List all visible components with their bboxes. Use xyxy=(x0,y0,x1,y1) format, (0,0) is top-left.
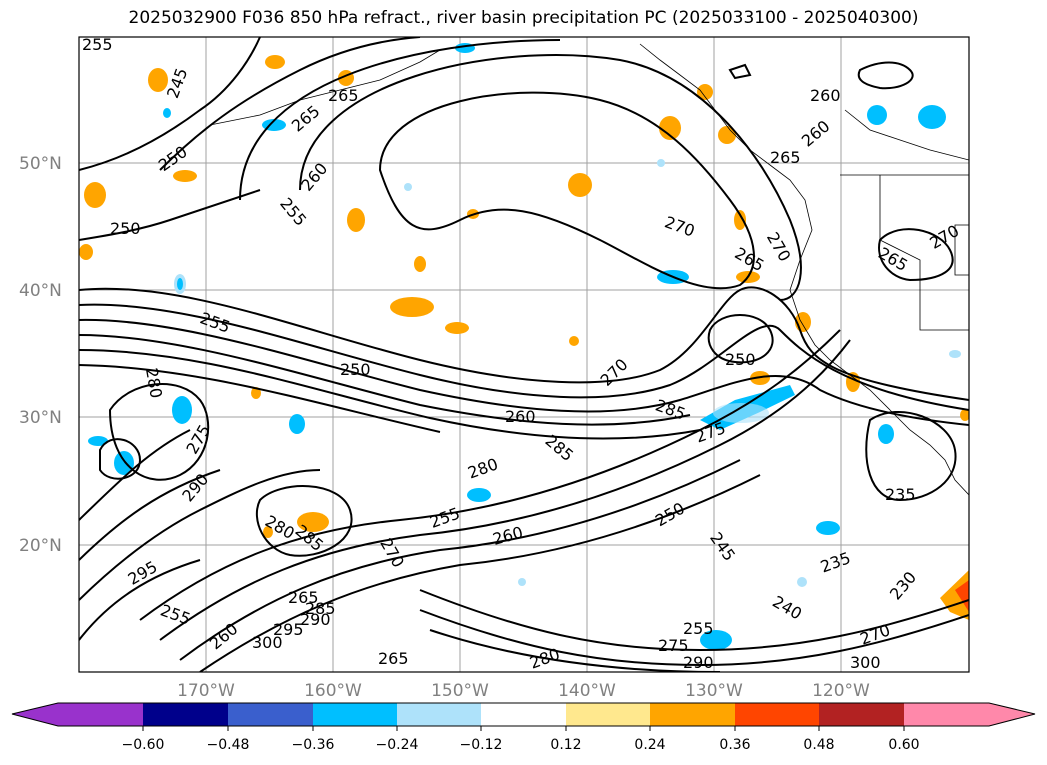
colorbar-bin xyxy=(143,703,228,726)
svg-text:20°N: 20°N xyxy=(19,536,62,556)
colorbar-extend-high xyxy=(989,703,1035,726)
svg-text:−0.36: −0.36 xyxy=(292,737,335,753)
svg-text:0.60: 0.60 xyxy=(888,737,919,753)
colorbar-bin xyxy=(397,703,481,726)
refractivity-contours xyxy=(79,37,969,672)
map-area xyxy=(79,37,969,672)
svg-text:−0.48: −0.48 xyxy=(207,737,250,753)
colorbar-outline xyxy=(11,702,1036,727)
colorbar-bin xyxy=(313,703,397,726)
svg-text:260: 260 xyxy=(810,86,841,105)
svg-text:30°N: 30°N xyxy=(19,408,62,428)
svg-text:285: 285 xyxy=(305,599,336,618)
svg-text:0.36: 0.36 xyxy=(719,737,750,753)
svg-text:50°N: 50°N xyxy=(19,154,62,174)
colorbar-bin xyxy=(904,703,989,726)
colorbar-bin xyxy=(228,703,313,726)
svg-text:295: 295 xyxy=(273,620,304,639)
svg-text:0.12: 0.12 xyxy=(550,737,581,753)
svg-text:300: 300 xyxy=(850,653,881,672)
colorbar: −0.60 −0.48 −0.36 −0.24 −0.12 0.12 0.24 … xyxy=(11,702,1036,753)
colorbar-tick-labels: −0.60 −0.48 −0.36 −0.24 −0.12 0.12 0.24 … xyxy=(122,737,920,753)
coastlines xyxy=(209,43,969,496)
gridlines xyxy=(79,37,969,672)
latitude-labels: 50°N 40°N 30°N 20°N xyxy=(19,154,62,556)
svg-text:275: 275 xyxy=(658,636,689,655)
svg-text:260: 260 xyxy=(505,407,536,426)
colorbar-ticks xyxy=(142,726,905,731)
svg-text:265: 265 xyxy=(770,148,801,167)
svg-text:265: 265 xyxy=(328,86,359,105)
svg-text:150°W: 150°W xyxy=(431,681,489,701)
svg-text:250: 250 xyxy=(110,219,141,238)
svg-text:140°W: 140°W xyxy=(558,681,616,701)
svg-text:255: 255 xyxy=(82,35,113,54)
colorbar-bin xyxy=(58,703,143,726)
colorbar-bin xyxy=(819,703,904,726)
svg-text:−0.24: −0.24 xyxy=(376,737,419,753)
svg-text:160°W: 160°W xyxy=(304,681,362,701)
precip-shading xyxy=(79,43,969,650)
colorbar-bin xyxy=(650,703,735,726)
svg-text:265: 265 xyxy=(378,649,409,668)
svg-text:40°N: 40°N xyxy=(19,281,62,301)
svg-text:300: 300 xyxy=(252,633,283,652)
plot-title: 2025032900 F036 850 hPa refract., river … xyxy=(128,8,919,28)
colorbar-bin xyxy=(566,703,650,726)
svg-text:250: 250 xyxy=(340,360,371,379)
colorbar-bin xyxy=(735,703,819,726)
svg-text:170°W: 170°W xyxy=(177,681,235,701)
longitude-labels: 170°W 160°W 150°W 140°W 130°W 120°W xyxy=(177,681,870,701)
svg-text:250: 250 xyxy=(725,350,756,369)
svg-text:265: 265 xyxy=(288,588,319,607)
colorbar-extend-low xyxy=(12,703,58,726)
svg-text:290: 290 xyxy=(683,653,714,672)
map-border xyxy=(78,36,970,673)
svg-text:−0.12: −0.12 xyxy=(460,737,503,753)
svg-text:0.48: 0.48 xyxy=(803,737,834,753)
svg-text:235: 235 xyxy=(885,485,916,504)
svg-text:0.24: 0.24 xyxy=(634,737,665,753)
svg-text:120°W: 120°W xyxy=(812,681,870,701)
svg-text:290: 290 xyxy=(300,610,331,629)
svg-text:−0.60: −0.60 xyxy=(122,737,165,753)
svg-text:255: 255 xyxy=(683,619,714,638)
svg-text:130°W: 130°W xyxy=(685,681,743,701)
colorbar-bin xyxy=(481,703,566,726)
